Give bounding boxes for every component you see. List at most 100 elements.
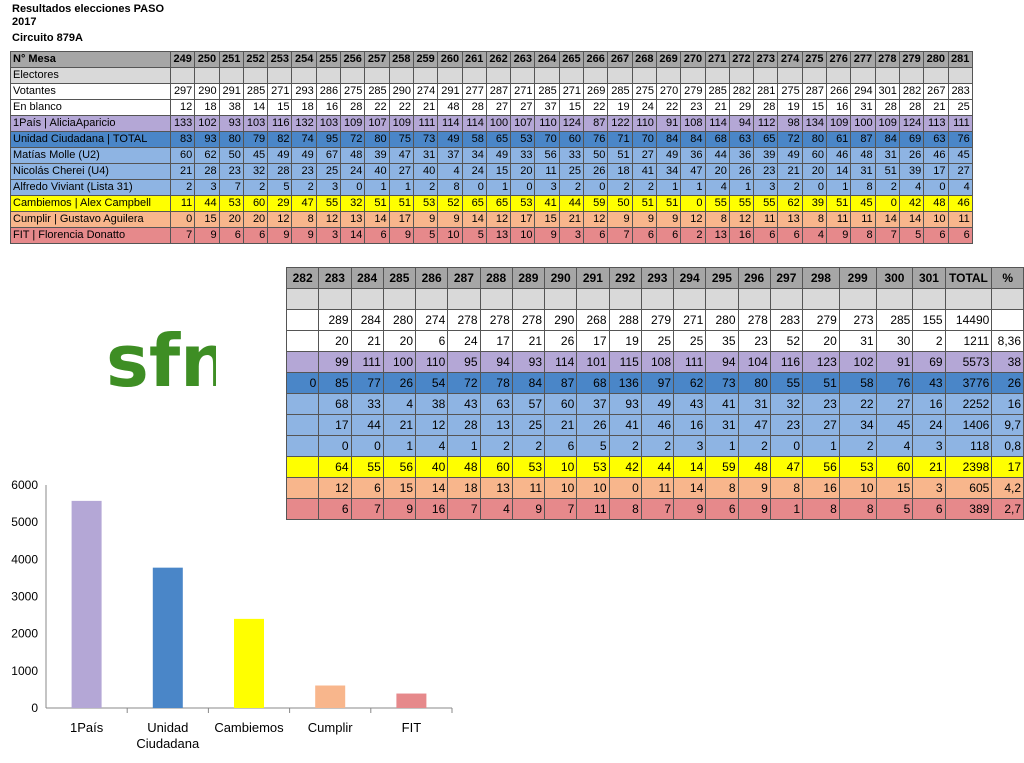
table-cell [850, 67, 876, 84]
table-cell: 83 [169, 131, 196, 148]
table-cell [947, 67, 973, 84]
table-cell: 21 [777, 163, 803, 180]
table-cell: 79 [242, 131, 269, 148]
table-cell: 12 [680, 211, 706, 228]
table-cell: 8 [838, 498, 877, 520]
mesa-number: 301 [912, 267, 946, 289]
table-cell: 94 [705, 351, 739, 373]
table-cell: 2 [777, 179, 803, 196]
table-cell: 68 [576, 372, 610, 394]
table-cell [388, 67, 414, 84]
table-cell: 28 [267, 163, 293, 180]
table-cell: 28 [194, 163, 220, 180]
table-cell: 7 [543, 498, 578, 520]
table-cell [218, 67, 244, 84]
table-cell: 9 [672, 498, 707, 520]
table-cell: 3 [558, 227, 585, 244]
table-cell: 7 [640, 498, 675, 520]
mesa-number: 257 [364, 51, 390, 68]
table-cell: 49 [485, 147, 512, 164]
table-cell: 111 [672, 351, 707, 373]
table-cell: 42 [608, 456, 642, 478]
table-cell: 269 [583, 83, 609, 100]
table-cell: 5 [898, 227, 925, 244]
table-cell [350, 288, 384, 310]
table-cell: 2 [558, 179, 585, 196]
table-cell: 26 [728, 163, 755, 180]
table-cell: 32 [769, 393, 804, 415]
table-cell: 20 [801, 163, 828, 180]
table-cell: 48 [437, 99, 463, 116]
table-cell: 50 [607, 195, 633, 212]
table-cell: 31 [850, 99, 876, 116]
mesa-number: 278 [874, 51, 900, 68]
table-cell: 15 [558, 99, 585, 116]
table-cell: 114 [704, 115, 730, 132]
table-cell: 71 [607, 131, 633, 148]
table-cell [414, 288, 449, 310]
table-cell [801, 67, 828, 84]
table-cell [608, 288, 642, 310]
x-tick-label: 1País [70, 720, 104, 735]
table-cell: 1 [705, 435, 739, 457]
table-cell: 64 [318, 456, 352, 478]
table-cell: 278 [479, 309, 513, 331]
table-cell: 122 [607, 115, 633, 132]
table-cell: 271 [558, 83, 585, 100]
table-cell: 16 [912, 393, 946, 415]
table-cell: 56 [802, 456, 840, 478]
table-cell: 290 [388, 83, 414, 100]
table-cell: 41 [705, 393, 739, 415]
table-cell: 1 [388, 179, 414, 196]
table-row: FIT | Florencia Donatto 7 9 6 6 9 9 3 14 6 9 5 10 5 13… [10, 227, 973, 244]
table-cell: 48 [923, 195, 949, 212]
table-cell: 2252 [944, 393, 993, 415]
table-cell: 6 [318, 498, 352, 520]
table-cell: 3776 [944, 372, 993, 394]
table-cell: 107 [510, 115, 536, 132]
table-cell: 277 [461, 83, 487, 100]
table-cell: 25 [672, 330, 707, 352]
table-cell [340, 67, 366, 84]
row-label: Votantes [10, 83, 171, 100]
table-row: En blanco 12 18 38 14 15 18 16 28 22 22 21 48 28 27 27 3… [10, 99, 973, 116]
table-cell: 27 [802, 414, 840, 436]
table-cell: 7 [874, 227, 900, 244]
table-cell: 28 [874, 99, 900, 116]
table-cell: 0 [583, 179, 609, 196]
table-cell: 49 [437, 131, 463, 148]
table-cell: 21 [558, 211, 585, 228]
table-cell: 9,7 [991, 414, 1024, 436]
table-cell: 28 [447, 414, 481, 436]
table-cell: 23 [680, 99, 706, 116]
table-cell: 115 [608, 351, 642, 373]
table-cell [640, 288, 675, 310]
table-cell: 53 [838, 456, 877, 478]
table-cell: 103 [315, 115, 342, 132]
table-cell: 16 [315, 99, 342, 116]
table-cell: 26 [991, 372, 1024, 394]
table-cell: 0 [461, 179, 487, 196]
table-cell: 116 [267, 115, 293, 132]
table-cell [737, 288, 771, 310]
table-cell: 27 [510, 99, 536, 116]
table-cell: 301 [874, 83, 900, 100]
table-cell: 9 [737, 477, 771, 499]
table-cell: 28 [340, 99, 366, 116]
table-cell: 46 [640, 414, 675, 436]
table-cell: 20 [510, 163, 536, 180]
mesa-number: 251 [218, 51, 244, 68]
table-cell: 7 [447, 498, 481, 520]
table-cell: 1 [447, 435, 481, 457]
table-row: 99 111 100 110 95 94 93 114 101 115 108 111 94 104 116… [285, 351, 1024, 373]
table-cell: 285 [242, 83, 269, 100]
mesa-number: 283 [318, 267, 352, 289]
x-tick-label: Unidad [147, 720, 188, 735]
table-cell: 12 [169, 99, 196, 116]
table-cell: 94 [479, 351, 513, 373]
table-cell: 78 [479, 372, 513, 394]
table-row: 17 44 21 12 28 13 25 21 26 41 46 16 31 47 23 27 34 45 24 14… [285, 414, 1024, 436]
table-cell: 53 [576, 456, 610, 478]
table-cell: 52 [437, 195, 463, 212]
mesa-number: 280 [923, 51, 949, 68]
